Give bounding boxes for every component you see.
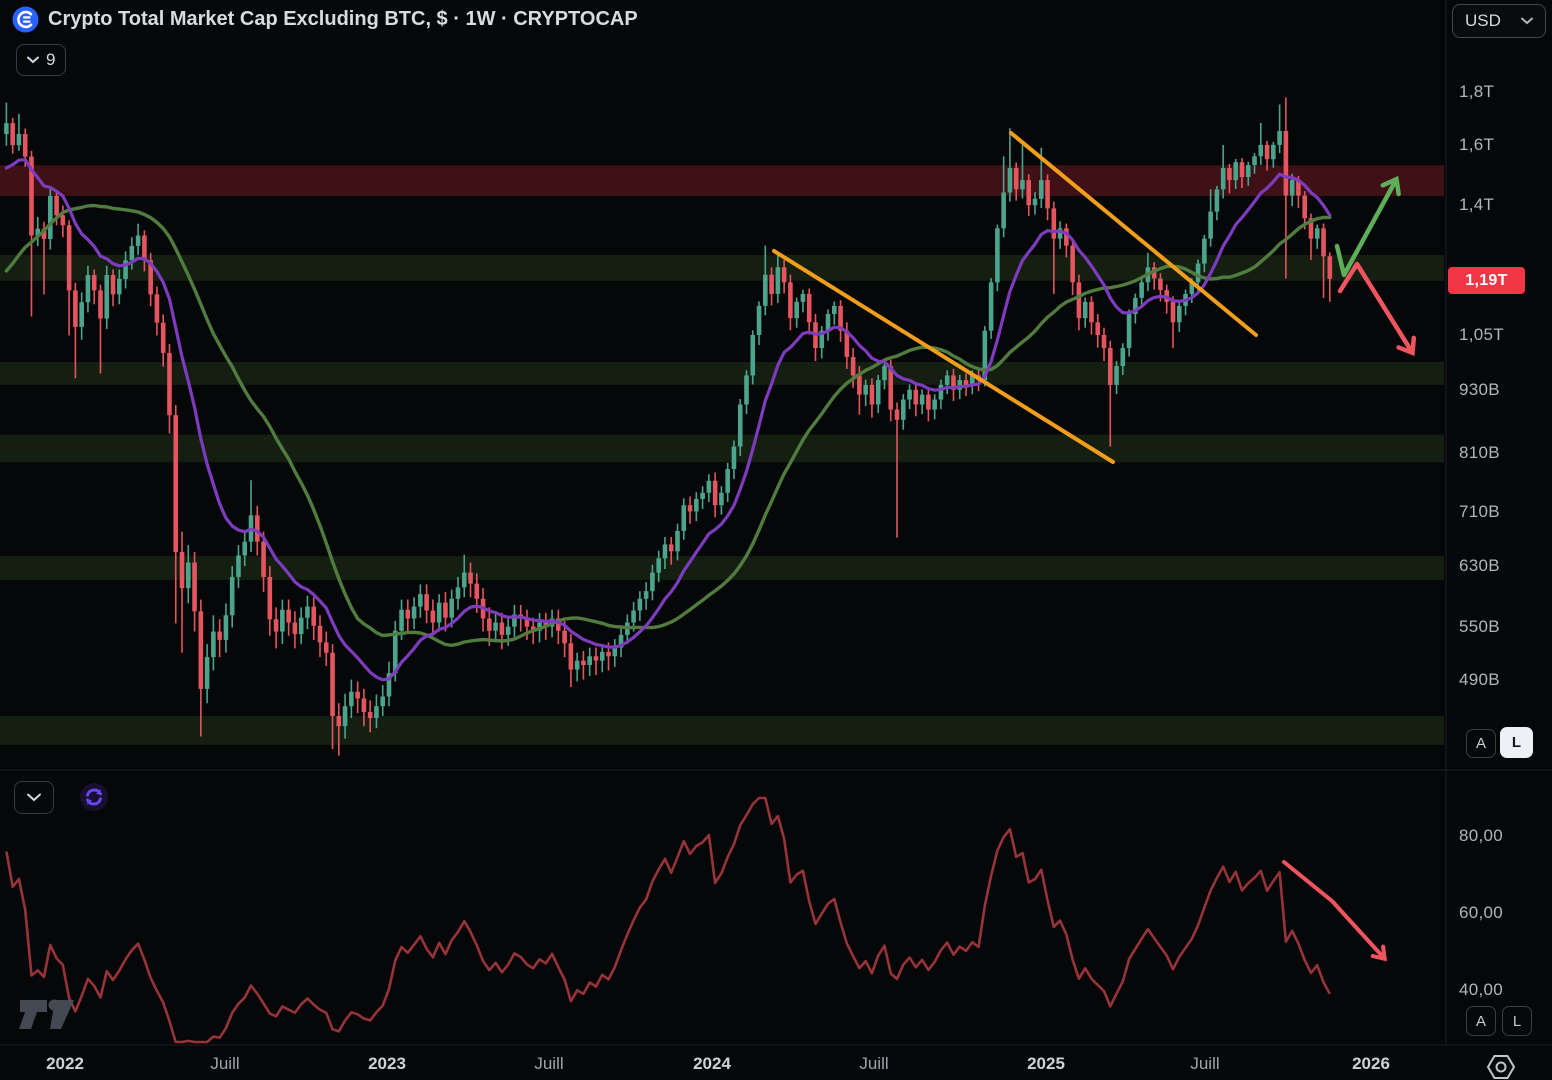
indicator-count-button[interactable]: 9 bbox=[16, 44, 67, 76]
support-resistance-zones bbox=[0, 165, 1444, 745]
refresh-indicator-button[interactable] bbox=[79, 782, 109, 812]
pane-collapse-button[interactable] bbox=[14, 781, 54, 814]
rsi-log-scale-label: L bbox=[1512, 1012, 1522, 1030]
support-zone bbox=[0, 361, 1444, 385]
chevron-down-icon bbox=[1521, 17, 1533, 25]
rsi-line bbox=[5, 796, 1331, 1044]
symbol-header: Crypto Total Market Cap Excluding BTC, $… bbox=[12, 6, 638, 33]
page-title: Crypto Total Market Cap Excluding BTC, $… bbox=[48, 8, 638, 30]
candlestick-series bbox=[4, 97, 1333, 756]
cryptocap-logo-icon bbox=[12, 6, 39, 33]
bearish-scenario-arrow[interactable] bbox=[1337, 261, 1417, 357]
support-zone bbox=[0, 434, 1444, 463]
support-zone bbox=[0, 716, 1444, 745]
tradingview-watermark bbox=[19, 999, 74, 1029]
log-scale-button[interactable]: L bbox=[1500, 727, 1533, 758]
rsi-pane-plot bbox=[5, 796, 1388, 1044]
descending-trendline[interactable] bbox=[1009, 131, 1258, 337]
currency-value: USD bbox=[1465, 11, 1501, 30]
auto-scale-label: A bbox=[1475, 735, 1486, 752]
rsi-auto-scale-button[interactable]: A bbox=[1466, 1006, 1496, 1036]
slow-ma-line bbox=[4, 203, 1332, 647]
bullish-scenario-arrow[interactable] bbox=[1334, 175, 1401, 278]
support-zone bbox=[0, 556, 1444, 580]
resistance-zone bbox=[0, 165, 1444, 196]
descending-trendline[interactable] bbox=[772, 249, 1115, 464]
chevron-down-icon bbox=[27, 793, 41, 802]
rsi-log-scale-button[interactable]: L bbox=[1502, 1006, 1532, 1036]
log-scale-label: L bbox=[1511, 734, 1522, 751]
time-axis-settings-button[interactable] bbox=[1486, 1055, 1516, 1079]
last-price-badge: 1,19T bbox=[1448, 267, 1525, 294]
indicator-count-label: 9 bbox=[46, 50, 56, 69]
drawing-annotations bbox=[772, 131, 1417, 464]
currency-dropdown[interactable]: USD bbox=[1452, 4, 1546, 38]
chevron-down-icon bbox=[27, 56, 39, 64]
rsi-bearish-arrow[interactable] bbox=[1282, 860, 1388, 962]
moving-average-lines bbox=[4, 158, 1332, 682]
rsi-auto-scale-label: A bbox=[1475, 1012, 1486, 1030]
auto-scale-button[interactable]: A bbox=[1466, 729, 1496, 758]
fast-ma-line bbox=[4, 158, 1332, 682]
